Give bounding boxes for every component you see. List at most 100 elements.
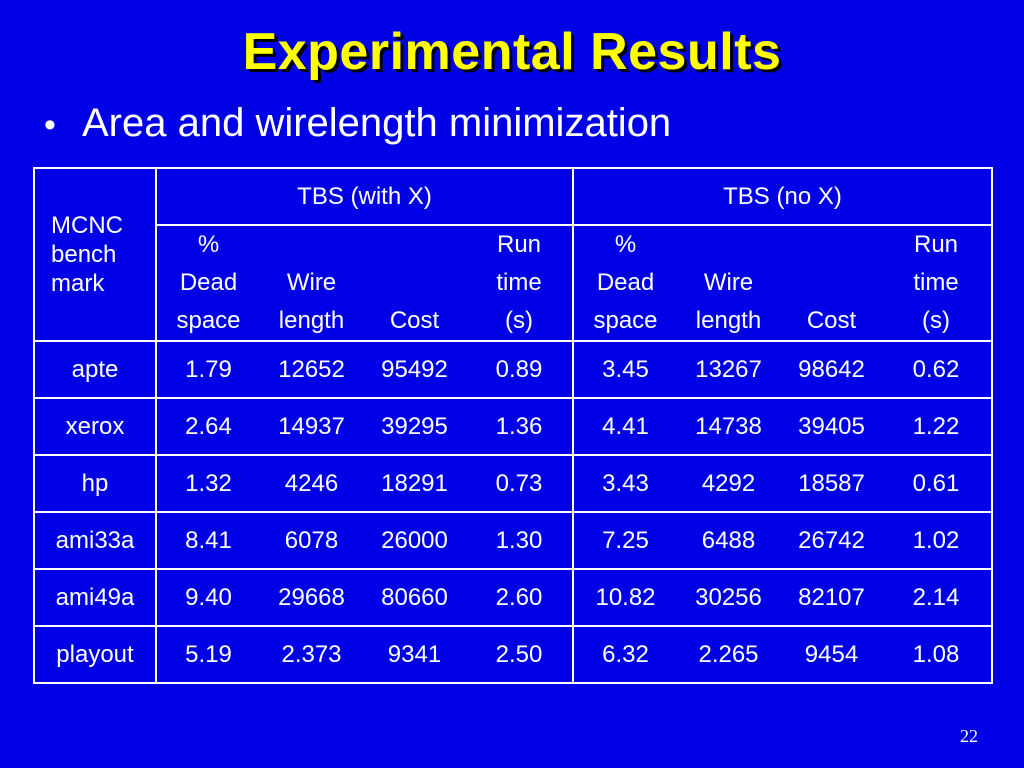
column-header-run-time: Run time (s) [466, 226, 572, 340]
benchmark-header-line: MCNC [51, 212, 123, 239]
benchmark-name: ami49a [33, 568, 157, 627]
group-header-with-x: TBS (with X) [155, 167, 574, 226]
dead-space-value: 10.82 [595, 583, 656, 611]
benchmark-header-line: mark [51, 270, 105, 297]
table-row: xerox 2.64 14937 39295 1.36 4.41 14738 3… [33, 397, 993, 456]
cost-value: 9341 [387, 640, 442, 668]
run-time-value: 0.89 [495, 355, 543, 383]
wire-length-value: 12652 [278, 355, 345, 383]
no-x-values: 6.32 2.265 9454 1.08 [572, 625, 993, 684]
dead-space-value: 8.41 [185, 526, 232, 554]
subheader-no-x: % Dead space Wire length Cost [572, 224, 993, 342]
subheader-with-x: % Dead space Wire length Cost [155, 224, 574, 342]
table-row: playout 5.19 2.373 9341 2.50 6.32 2.265 … [33, 625, 993, 684]
table-row: hp 1.32 4246 18291 0.73 3.43 4292 18587 … [33, 454, 993, 513]
dead-space-value: 2.64 [185, 412, 232, 440]
cost-value: 82107 [798, 583, 865, 611]
benchmark-header-line: bench [51, 241, 117, 268]
no-x-values: 3.45 13267 98642 0.62 [572, 340, 993, 399]
column-header-line: time [913, 269, 959, 296]
benchmark-name: playout [33, 625, 157, 684]
column-header-dead-space: % Dead space [157, 226, 260, 340]
run-time-value: 1.22 [912, 412, 960, 440]
results-table: MCNC bench mark TBS (with X) TBS (no X) … [33, 167, 993, 684]
column-header-line: length [278, 307, 345, 334]
column-header-line: length [695, 307, 762, 334]
column-header-wire-length: Wire length [677, 226, 780, 340]
column-header-wire-length: Wire length [260, 226, 363, 340]
cost-value: 26000 [381, 526, 448, 554]
column-header-run-time: Run time (s) [883, 226, 989, 340]
with-x-values: 1.79 12652 95492 0.89 [155, 340, 574, 399]
benchmark-header: MCNC bench mark [33, 167, 157, 342]
run-time-value: 1.36 [495, 412, 543, 440]
slide-title: Experimental Results [242, 23, 782, 81]
wire-length-value: 4246 [284, 469, 339, 497]
column-header-line: % [614, 231, 637, 258]
run-time-value: 0.61 [912, 469, 960, 497]
column-header-line: Dead [179, 269, 238, 296]
wire-length-value: 6078 [284, 526, 339, 554]
wire-length-value: 29668 [278, 583, 345, 611]
column-header-line: Wire [703, 269, 754, 296]
column-header-cost: Cost [780, 226, 883, 340]
run-time-value: 0.73 [495, 469, 543, 497]
with-x-values: 9.40 29668 80660 2.60 [155, 568, 574, 627]
run-time-value: 1.02 [912, 526, 960, 554]
no-x-values: 7.25 6488 26742 1.02 [572, 511, 993, 570]
dead-space-value: 9.40 [185, 583, 232, 611]
no-x-values: 3.43 4292 18587 0.61 [572, 454, 993, 513]
column-header-line: space [176, 307, 241, 334]
cost-value: 9454 [804, 640, 859, 668]
run-time-value: 1.08 [912, 640, 960, 668]
column-header-line: Run [496, 231, 542, 258]
column-header-line: Wire [286, 269, 337, 296]
cost-value: 98642 [798, 355, 865, 383]
column-header-cost: Cost [363, 226, 466, 340]
benchmark-name: xerox [33, 397, 157, 456]
group-header-no-x: TBS (no X) [572, 167, 993, 226]
bullet-item: • Area and wirelength minimization [44, 98, 671, 150]
column-header-line: Dead [596, 269, 655, 296]
no-x-values: 4.41 14738 39405 1.22 [572, 397, 993, 456]
column-header-line: (s) [922, 307, 950, 334]
dead-space-value: 5.19 [185, 640, 232, 668]
cost-value: 39405 [798, 412, 865, 440]
wire-length-value: 30256 [695, 583, 762, 611]
with-x-values: 2.64 14937 39295 1.36 [155, 397, 574, 456]
dead-space-value: 6.32 [602, 640, 649, 668]
run-time-value: 2.50 [495, 640, 543, 668]
wire-length-value: 14738 [695, 412, 762, 440]
benchmark-name: ami33a [33, 511, 157, 570]
dead-space-value: 3.43 [602, 469, 649, 497]
dead-space-value: 3.45 [602, 355, 649, 383]
page-number: 22 [960, 726, 978, 746]
cost-value: 39295 [381, 412, 448, 440]
dead-space-value: 1.79 [185, 355, 232, 383]
dead-space-value: 4.41 [602, 412, 649, 440]
cost-value: 18291 [381, 469, 448, 497]
cost-value: 18587 [798, 469, 865, 497]
benchmark-name: hp [33, 454, 157, 513]
with-x-values: 1.32 4246 18291 0.73 [155, 454, 574, 513]
dead-space-value: 1.32 [185, 469, 232, 497]
run-time-value: 2.60 [495, 583, 543, 611]
column-header-line: time [496, 269, 542, 296]
column-header-line: % [197, 231, 220, 258]
column-header-line: Cost [806, 307, 857, 334]
table-row: ami33a 8.41 6078 26000 1.30 7.25 6488 26… [33, 511, 993, 570]
with-x-values: 8.41 6078 26000 1.30 [155, 511, 574, 570]
column-header-line: space [593, 307, 658, 334]
cost-value: 80660 [381, 583, 448, 611]
wire-length-value: 14937 [278, 412, 345, 440]
column-header-dead-space: % Dead space [574, 226, 677, 340]
run-time-value: 1.30 [495, 526, 543, 554]
benchmark-name: apte [33, 340, 157, 399]
wire-length-value: 13267 [695, 355, 762, 383]
column-header-line: Run [913, 231, 959, 258]
wire-length-value: 2.265 [698, 640, 759, 668]
cost-value: 95492 [381, 355, 448, 383]
column-header-line: (s) [505, 307, 533, 334]
table-subheader-row: % Dead space Wire length Cost [34, 224, 993, 342]
no-x-values: 10.82 30256 82107 2.14 [572, 568, 993, 627]
